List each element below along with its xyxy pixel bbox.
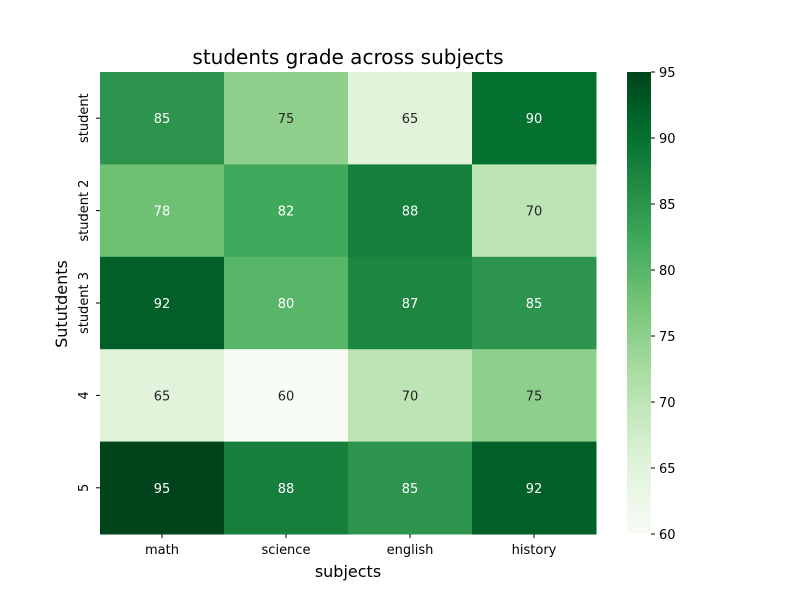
x-tick-label: english bbox=[387, 543, 434, 558]
cell-value-label: 75 bbox=[278, 112, 295, 127]
colorbar-tick-label: 80 bbox=[659, 264, 676, 279]
heatmap-cell bbox=[472, 256, 597, 350]
cell-value-label: 70 bbox=[402, 389, 419, 404]
cell-value-label: 78 bbox=[154, 205, 171, 220]
colorbar-tick-label: 65 bbox=[659, 462, 676, 477]
heatmap-cell bbox=[348, 349, 473, 443]
y-tick-label: student 2 bbox=[77, 180, 92, 242]
heatmap-cell bbox=[100, 164, 225, 258]
colorbar-gradient bbox=[627, 72, 651, 534]
y-axis-label: Sututdents bbox=[52, 260, 71, 348]
x-tick-label: history bbox=[512, 543, 557, 558]
x-axis: math science english history bbox=[145, 534, 557, 558]
chart-title: students grade across subjects bbox=[192, 45, 503, 69]
cell-value-label: 75 bbox=[526, 389, 543, 404]
cell-value-label: 85 bbox=[402, 482, 419, 497]
y-axis: student student 2 student 3 4 5 bbox=[77, 93, 100, 492]
heatmap-cell bbox=[100, 72, 225, 165]
cell-value-label: 90 bbox=[526, 112, 543, 127]
y-tick-label: student 3 bbox=[77, 272, 92, 334]
heatmap-cell bbox=[348, 72, 473, 165]
heatmap-cell bbox=[224, 441, 349, 535]
colorbar-tick-label: 90 bbox=[659, 132, 676, 147]
y-tick-label: 5 bbox=[77, 484, 92, 492]
cell-value-label: 65 bbox=[154, 389, 171, 404]
cell-value-label: 85 bbox=[154, 112, 171, 127]
heatmap-cell bbox=[100, 441, 225, 535]
heatmap-cell bbox=[472, 349, 597, 443]
cell-value-label: 65 bbox=[402, 112, 419, 127]
heatmap-cell bbox=[348, 256, 473, 350]
cell-value-label: 88 bbox=[402, 205, 419, 220]
y-tick-label: 4 bbox=[77, 391, 92, 399]
cell-value-label: 80 bbox=[278, 297, 295, 312]
cell-value-label: 88 bbox=[278, 482, 295, 497]
cell-value-label: 60 bbox=[278, 389, 295, 404]
colorbar-tick-label: 70 bbox=[659, 396, 676, 411]
heatmap-cell bbox=[348, 441, 473, 535]
cell-value-label: 85 bbox=[526, 297, 543, 312]
colorbar-tick-label: 85 bbox=[659, 198, 676, 213]
cell-value-label: 92 bbox=[154, 297, 171, 312]
cell-value-label: 70 bbox=[526, 205, 543, 220]
y-tick-label: student bbox=[77, 93, 92, 143]
colorbar-tick-label: 60 bbox=[659, 528, 676, 543]
heatmap-cells bbox=[100, 72, 597, 535]
heatmap-cell bbox=[348, 164, 473, 258]
colorbar: 60 65 70 75 80 85 90 95 bbox=[627, 66, 676, 543]
cell-value-label: 87 bbox=[402, 297, 419, 312]
x-axis-label: subjects bbox=[315, 562, 381, 581]
colorbar-tick-label: 75 bbox=[659, 330, 676, 345]
cell-value-label: 95 bbox=[154, 482, 171, 497]
heatmap-cell bbox=[100, 349, 225, 443]
x-tick-label: math bbox=[145, 543, 179, 558]
heatmap-cell bbox=[472, 72, 597, 165]
heatmap-cell bbox=[100, 256, 225, 350]
heatmap-cell bbox=[472, 164, 597, 258]
heatmap-cell bbox=[224, 164, 349, 258]
colorbar-tick-label: 95 bbox=[659, 66, 676, 81]
heatmap-cell bbox=[472, 441, 597, 535]
cell-value-label: 92 bbox=[526, 482, 543, 497]
heatmap-cell-labels: 85 75 65 90 78 82 88 70 92 80 87 85 65 60 70 75 95 88 85 92 bbox=[154, 112, 543, 497]
heatmap-cell bbox=[224, 349, 349, 443]
heatmap-cell bbox=[224, 256, 349, 350]
heatmap-cell bbox=[224, 72, 349, 165]
x-tick-label: science bbox=[262, 543, 311, 558]
cell-value-label: 82 bbox=[278, 205, 295, 220]
